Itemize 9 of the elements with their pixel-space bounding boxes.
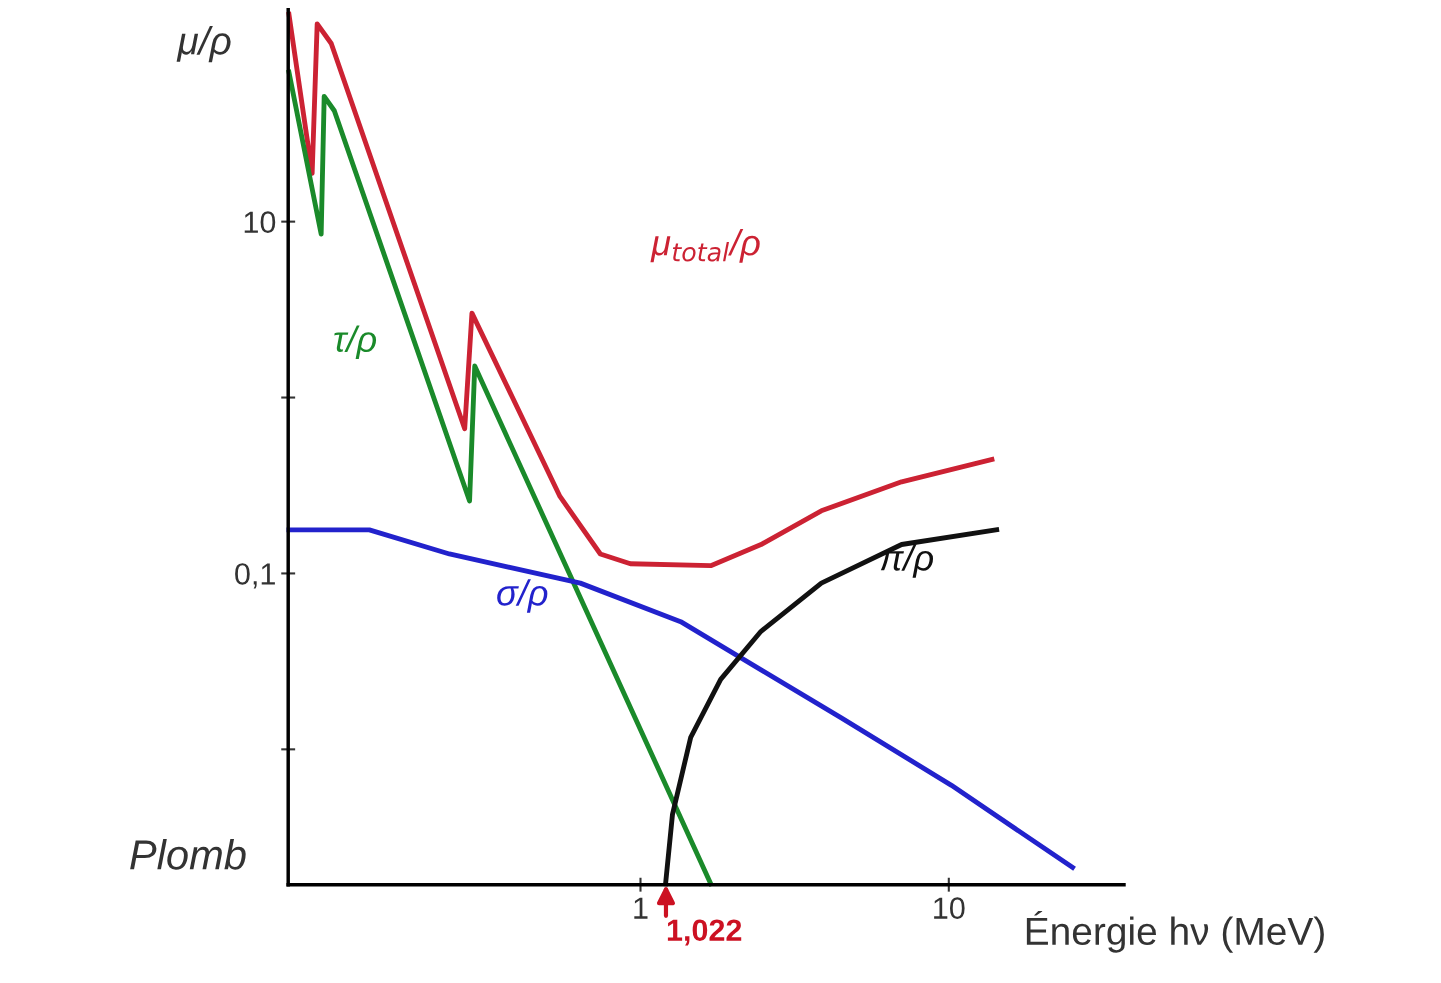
text: μ$_{total}$/ρ: [650, 229, 760, 263]
text: Plomb: [130, 839, 246, 870]
x-axis-title: Énergie hν (MeV): [1026, 910, 1324, 953]
x-tick-label: 1: [634, 897, 648, 919]
text: 1,022: [667, 919, 742, 946]
series-label: τ/ρ: [334, 325, 377, 360]
series-label: σ/ρ: [497, 579, 548, 613]
y-tick-label: 0,1: [235, 563, 275, 589]
y-axis-title: μ/ρ: [176, 26, 231, 63]
